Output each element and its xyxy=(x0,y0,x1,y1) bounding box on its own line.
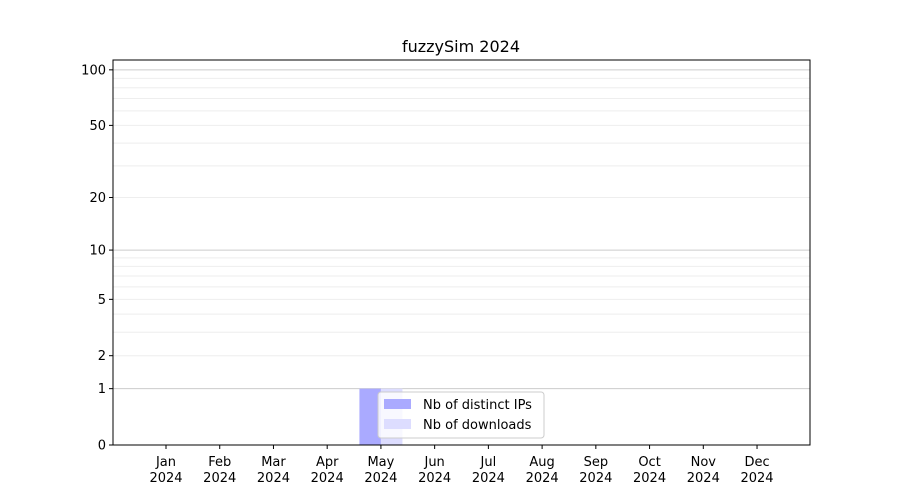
plot-frame xyxy=(112,59,811,446)
x-tick-label: Mar 2024 xyxy=(257,455,290,486)
legend-label: Nb of downloads xyxy=(423,418,532,433)
y-tick-label: 10 xyxy=(89,244,106,259)
chart-title: fuzzySim 2024 xyxy=(402,37,520,56)
x-tick-label: Jul 2024 xyxy=(472,455,505,486)
y-tick-label: 2 xyxy=(98,349,106,364)
legend-swatch xyxy=(384,399,411,409)
x-axis: Jan 2024 Feb 2024 Mar 2024 Apr 2024 May 2024 Jun 20… xyxy=(149,445,774,486)
legend-swatch xyxy=(384,419,411,429)
grid xyxy=(113,69,810,390)
y-tick-label: 100 xyxy=(81,63,106,78)
y-tick-label: 5 xyxy=(98,293,106,308)
bar-distinct-ips xyxy=(359,388,381,445)
x-tick-label: Sep 2024 xyxy=(579,455,612,486)
x-tick-label: Jun 2024 xyxy=(418,455,451,486)
y-tick-label: 50 xyxy=(89,119,106,134)
x-tick-label: May 2024 xyxy=(364,455,397,486)
y-tick-label: 20 xyxy=(89,191,106,206)
x-tick-label: Jan 2024 xyxy=(149,455,182,486)
legend-label: Nb of distinct IPs xyxy=(423,398,532,413)
x-tick-label: Oct 2024 xyxy=(633,455,666,486)
y-tick-label: 1 xyxy=(98,382,106,397)
y-tick-label: 0 xyxy=(98,439,106,454)
x-tick-label: Dec 2024 xyxy=(740,455,773,486)
legend: Nb of distinct IPs Nb of downloads xyxy=(377,391,545,439)
legend-box xyxy=(377,391,545,439)
x-tick-label: Nov 2024 xyxy=(687,455,720,486)
x-tick-label: Feb 2024 xyxy=(203,455,236,486)
x-tick-label: Aug 2024 xyxy=(526,455,559,486)
y-axis: 0 1 2 5 10 20 50 100 xyxy=(81,63,113,454)
x-tick-label: Apr 2024 xyxy=(311,455,344,486)
